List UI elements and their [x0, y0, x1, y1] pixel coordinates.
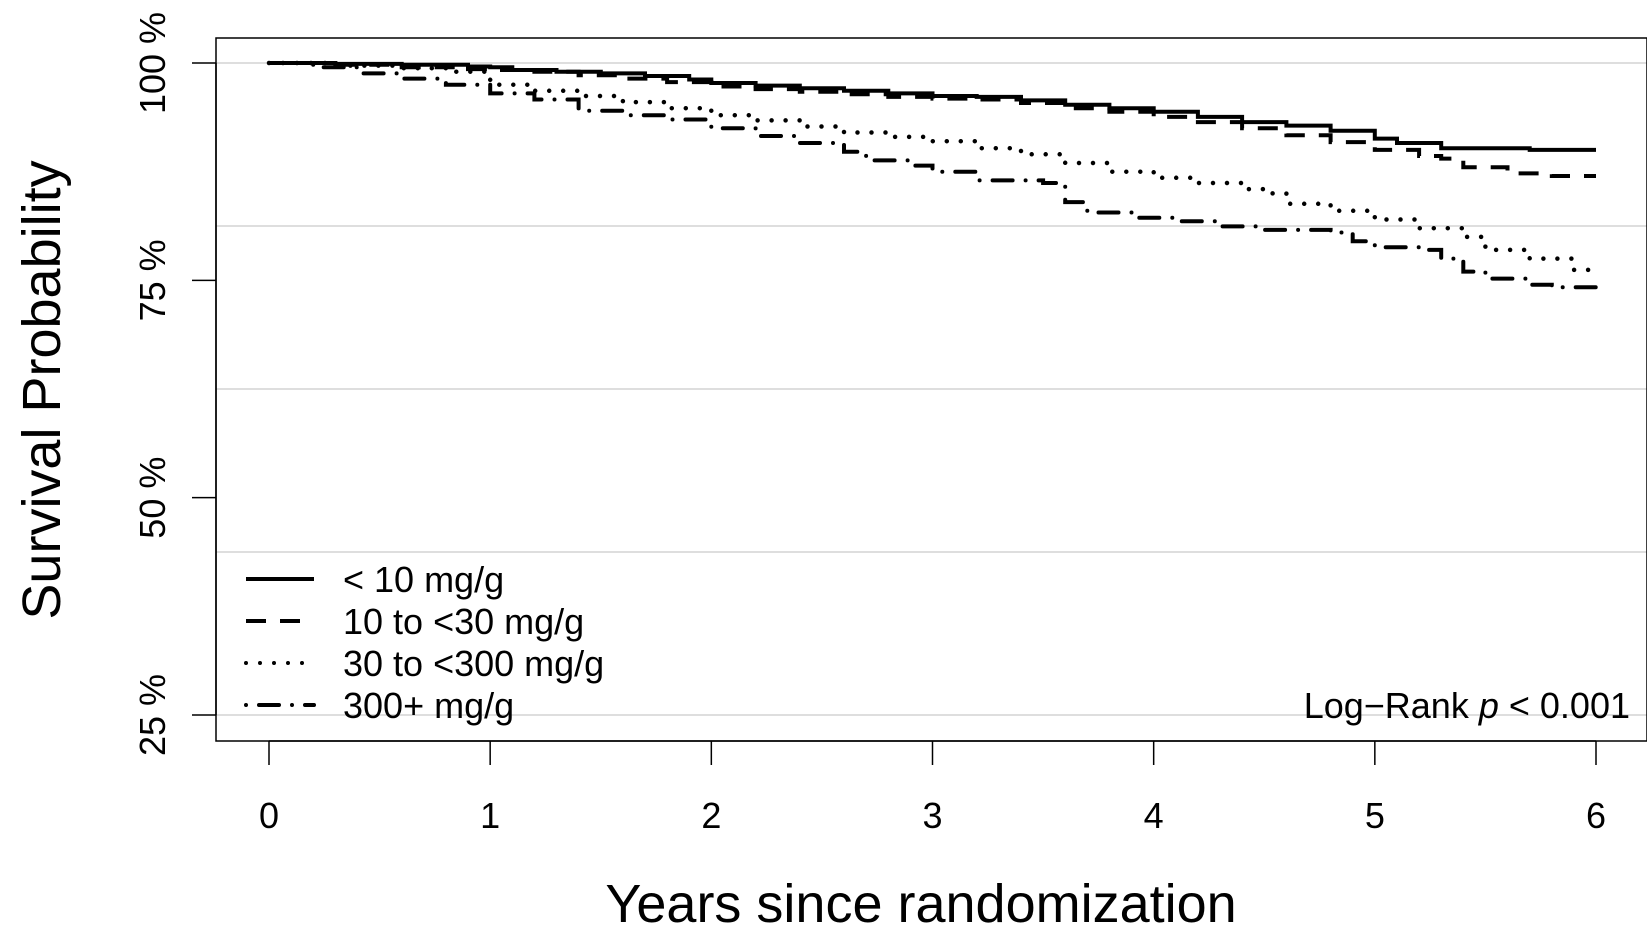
- y-tick-label: 100 %: [132, 12, 173, 114]
- x-tick-label: 6: [1586, 795, 1606, 836]
- log-rank-annotation: Log−Rank p < 0.001: [1304, 685, 1630, 726]
- annotation-suffix: < 0.001: [1499, 685, 1630, 726]
- y-tick-label: 75 %: [132, 239, 173, 321]
- annotation-p: p: [1478, 685, 1499, 726]
- series-line-1: [269, 61, 1596, 152]
- legend-label: 10 to <30 mg/g: [343, 601, 584, 642]
- x-tick-label: 3: [922, 795, 942, 836]
- legend-label: 30 to <300 mg/g: [343, 643, 604, 684]
- x-tick-label: 2: [701, 795, 721, 836]
- x-tick-label: 0: [259, 795, 279, 836]
- x-axis: 0 1 2 3 4 5 6: [259, 740, 1606, 836]
- y-axis-title: Survival Probability: [12, 160, 72, 619]
- x-axis-title: Years since randomization: [605, 874, 1236, 931]
- y-tick-label: 25 %: [132, 674, 173, 756]
- series-lines: [266, 60, 1599, 290]
- y-axis: 25 % 50 % 75 % 100 %: [132, 12, 217, 756]
- series-line-3: [266, 60, 1599, 279]
- legend-label: < 10 mg/g: [343, 559, 504, 600]
- series-line-2: [269, 61, 1596, 178]
- x-tick-label: 4: [1144, 795, 1164, 836]
- annotation-prefix: Log−Rank: [1304, 685, 1479, 726]
- series-line-4: [267, 61, 1598, 290]
- x-tick-label: 5: [1365, 795, 1385, 836]
- x-tick-label: 1: [480, 795, 500, 836]
- y-tick-label: 50 %: [132, 457, 173, 539]
- legend: < 10 mg/g10 to <30 mg/g30 to <300 mg/g30…: [244, 559, 604, 726]
- legend-label: 300+ mg/g: [343, 685, 514, 726]
